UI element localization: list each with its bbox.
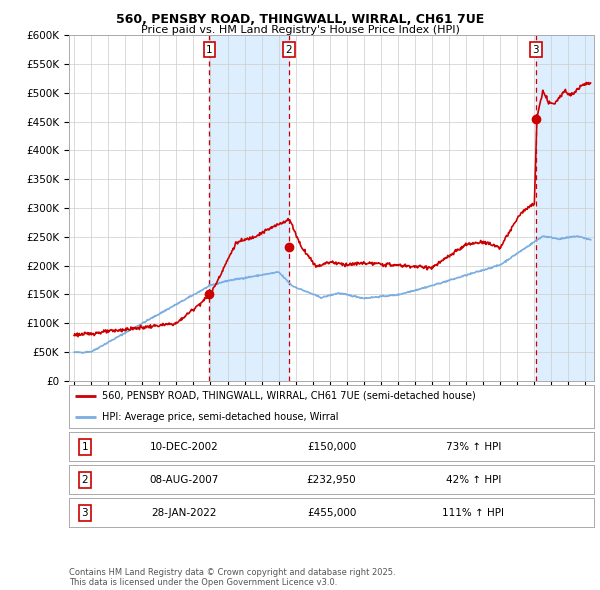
Text: 10-DEC-2002: 10-DEC-2002 [150,442,219,451]
Text: 28-JAN-2022: 28-JAN-2022 [152,508,217,517]
Text: 111% ↑ HPI: 111% ↑ HPI [442,508,504,517]
Bar [536,35,594,381]
Text: £455,000: £455,000 [307,508,356,517]
Text: HPI: Average price, semi-detached house, Wirral: HPI: Average price, semi-detached house,… [101,412,338,422]
Text: Price paid vs. HM Land Registry's House Price Index (HPI): Price paid vs. HM Land Registry's House … [140,25,460,35]
Text: 560, PENSBY ROAD, THINGWALL, WIRRAL, CH61 7UE (semi-detached house): 560, PENSBY ROAD, THINGWALL, WIRRAL, CH6… [101,391,475,401]
Text: 2: 2 [286,45,292,55]
Text: 3: 3 [82,508,88,517]
Text: Contains HM Land Registry data © Crown copyright and database right 2025.
This d: Contains HM Land Registry data © Crown c… [69,568,395,587]
Text: 3: 3 [532,45,539,55]
Text: £150,000: £150,000 [307,442,356,451]
Text: 42% ↑ HPI: 42% ↑ HPI [446,475,501,484]
Bar [209,35,289,381]
Text: 2: 2 [82,475,88,484]
Text: 560, PENSBY ROAD, THINGWALL, WIRRAL, CH61 7UE: 560, PENSBY ROAD, THINGWALL, WIRRAL, CH6… [116,13,484,26]
Text: 1: 1 [206,45,213,55]
Text: 73% ↑ HPI: 73% ↑ HPI [446,442,501,451]
Text: 08-AUG-2007: 08-AUG-2007 [150,475,219,484]
Text: 1: 1 [82,442,88,451]
Text: £232,950: £232,950 [307,475,356,484]
